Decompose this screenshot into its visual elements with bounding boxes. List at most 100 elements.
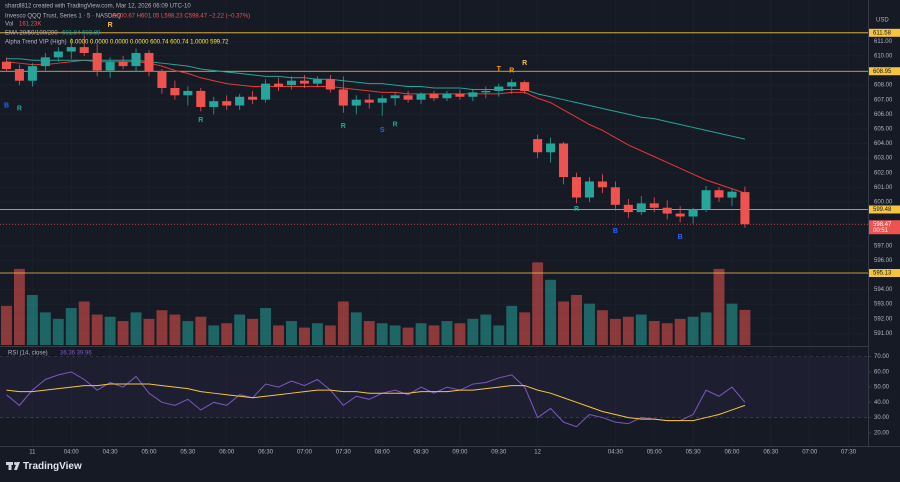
volume-bar <box>519 312 531 345</box>
candle-body <box>53 51 63 58</box>
candle-body <box>1 61 12 70</box>
candle-body <box>209 101 219 107</box>
candle-body <box>468 92 478 97</box>
rsi-band <box>0 356 868 418</box>
volume-label: Vol <box>5 22 13 28</box>
volume-bar <box>454 323 466 345</box>
volume-bar <box>428 325 440 345</box>
volume-bar <box>700 312 712 345</box>
candle-body <box>338 89 348 106</box>
x-tick-label: 06:00 <box>724 450 740 456</box>
volume-bar <box>26 294 38 345</box>
level-label: 611.58 <box>873 30 892 36</box>
candle-body <box>131 52 141 67</box>
volume-bar <box>195 316 207 345</box>
x-tick-label: 06:00 <box>219 450 235 456</box>
signal-label: T <box>497 66 502 73</box>
candle-body <box>688 209 698 217</box>
candle-body <box>40 57 50 67</box>
rsi-tick-label: 40.00 <box>874 400 890 406</box>
y-tick-label: 594.00 <box>874 287 893 293</box>
volume-bar <box>532 262 544 345</box>
volume-bar <box>208 325 220 345</box>
candle-body <box>649 203 659 208</box>
candle-body <box>325 79 335 90</box>
ohlc: O600.67 H601.05 L598.23 C598.47 −2.22 (−… <box>112 14 250 20</box>
signal-label: R <box>574 206 579 213</box>
signal-label: R <box>522 60 527 67</box>
signal-label: R <box>509 67 514 74</box>
signal-label: S <box>380 127 385 134</box>
logo-shape <box>14 462 20 470</box>
rsi-label: RSI (14, close) <box>8 351 48 357</box>
volume-bar <box>571 294 582 345</box>
candle-body <box>222 101 232 106</box>
candle-body <box>157 71 167 89</box>
volume-bar <box>363 321 375 345</box>
volume-bar <box>247 318 259 345</box>
candle-body <box>403 95 413 100</box>
candle-body <box>196 90 206 107</box>
candle-body <box>584 181 594 198</box>
rsi-line <box>6 371 746 428</box>
candle-body <box>27 66 37 81</box>
candle-body <box>481 90 491 93</box>
x-tick-label: 11 <box>29 450 36 456</box>
candle-body <box>571 177 582 198</box>
candle-body <box>286 80 297 86</box>
alpha-values: 0.0000 0.0000 0.0000 0.0000 600.74 600.7… <box>70 40 229 46</box>
y-tick-label: 596.00 <box>874 258 893 264</box>
candle-body <box>274 83 284 87</box>
currency: USD <box>876 18 889 24</box>
candle-body <box>429 93 439 99</box>
level-tag <box>869 28 900 37</box>
volume-bar <box>143 318 155 345</box>
y-tick-label: 610.00 <box>874 53 893 59</box>
candle-body <box>364 99 374 103</box>
candle-body <box>14 69 24 81</box>
candle-body <box>701 190 711 210</box>
signal-label: B <box>613 228 618 235</box>
volume-bar <box>350 312 362 345</box>
volume-bar <box>13 268 25 345</box>
symbol: Invesco QQQ Trust, Series 1 · 5 · NASDAQ <box>5 14 121 20</box>
signal-label: R <box>341 123 346 130</box>
level-tag <box>869 67 900 76</box>
x-tick-label: 05:30 <box>180 450 196 456</box>
volume-bar <box>104 316 116 345</box>
volume-bar <box>635 314 647 345</box>
rsi-values: 36.36 39.96 <box>60 351 92 357</box>
volume-bar <box>609 318 621 345</box>
candle-body <box>416 93 426 100</box>
rsi-ma-line <box>6 383 746 422</box>
brand-logo <box>6 462 20 470</box>
volume-bar <box>169 314 181 345</box>
volume-bar <box>648 321 660 345</box>
level-label: 608.95 <box>873 69 892 75</box>
volume-bar <box>324 325 336 345</box>
candle-body <box>610 187 620 205</box>
y-tick-label: 601.00 <box>874 185 893 191</box>
volume-bar <box>39 312 51 345</box>
y-tick-label: 607.00 <box>874 97 893 103</box>
x-tick-label: 05:00 <box>647 450 663 456</box>
x-tick-label: 08:00 <box>375 450 391 456</box>
x-tick-label: 07:30 <box>336 450 352 456</box>
volume-bar <box>726 303 738 345</box>
x-tick-label: 07:00 <box>297 450 313 456</box>
x-tick-label: 06:30 <box>258 450 274 456</box>
volume-bar <box>545 279 557 345</box>
volume-bar <box>299 327 310 345</box>
credit: shardl812 created with TradingView.com, … <box>5 4 191 10</box>
volume-bar <box>234 314 246 345</box>
volume-bar <box>117 321 129 345</box>
y-tick-label: 606.00 <box>874 112 893 118</box>
y-tick-label: 602.00 <box>874 170 893 176</box>
signal-label: B <box>678 234 683 241</box>
candle-body <box>105 61 115 71</box>
volume-bar <box>156 310 168 345</box>
candle-body <box>533 139 543 153</box>
y-tick-label: 592.00 <box>874 316 893 322</box>
x-tick-label: 12 <box>534 450 541 456</box>
